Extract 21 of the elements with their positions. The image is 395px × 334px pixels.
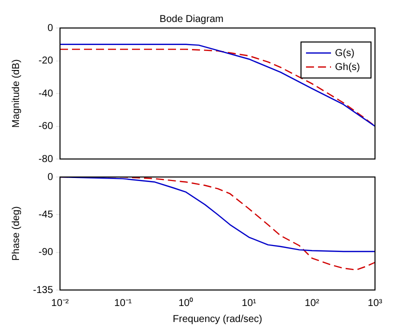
y-tick-label: -20 — [38, 56, 54, 66]
chart-title: Bode Diagram — [160, 14, 224, 25]
y-tick-label: -60 — [38, 121, 54, 132]
y-tick-label: -40 — [38, 88, 54, 100]
x-axis-title: Frequency (rad/sec) — [172, 314, 262, 325]
x-tick-label: 10² — [304, 298, 320, 309]
x-tick-label: 10⁰ — [178, 296, 194, 309]
y-tick-label: -90 — [38, 247, 54, 258]
legend-label: Gh(s) — [335, 62, 360, 73]
x-tick-label: 10⁻² — [51, 298, 70, 309]
x-tick-label: 10⁻¹ — [114, 298, 132, 309]
y-tick-label: -45 — [38, 209, 54, 220]
legend-label: G(s) — [335, 48, 354, 59]
y-tick-label: -135 — [32, 284, 54, 296]
y-axis-title: Phase (deg) — [10, 206, 22, 261]
y-tick-label: -80 — [38, 154, 54, 165]
y-axis-title: Magnitude (dB) — [10, 59, 22, 128]
x-tick-label: 10³ — [368, 298, 383, 309]
y-tick-label: 0 — [47, 172, 54, 183]
x-tick-label: 10¹ — [242, 298, 257, 309]
y-tick-label: 0 — [47, 22, 54, 34]
